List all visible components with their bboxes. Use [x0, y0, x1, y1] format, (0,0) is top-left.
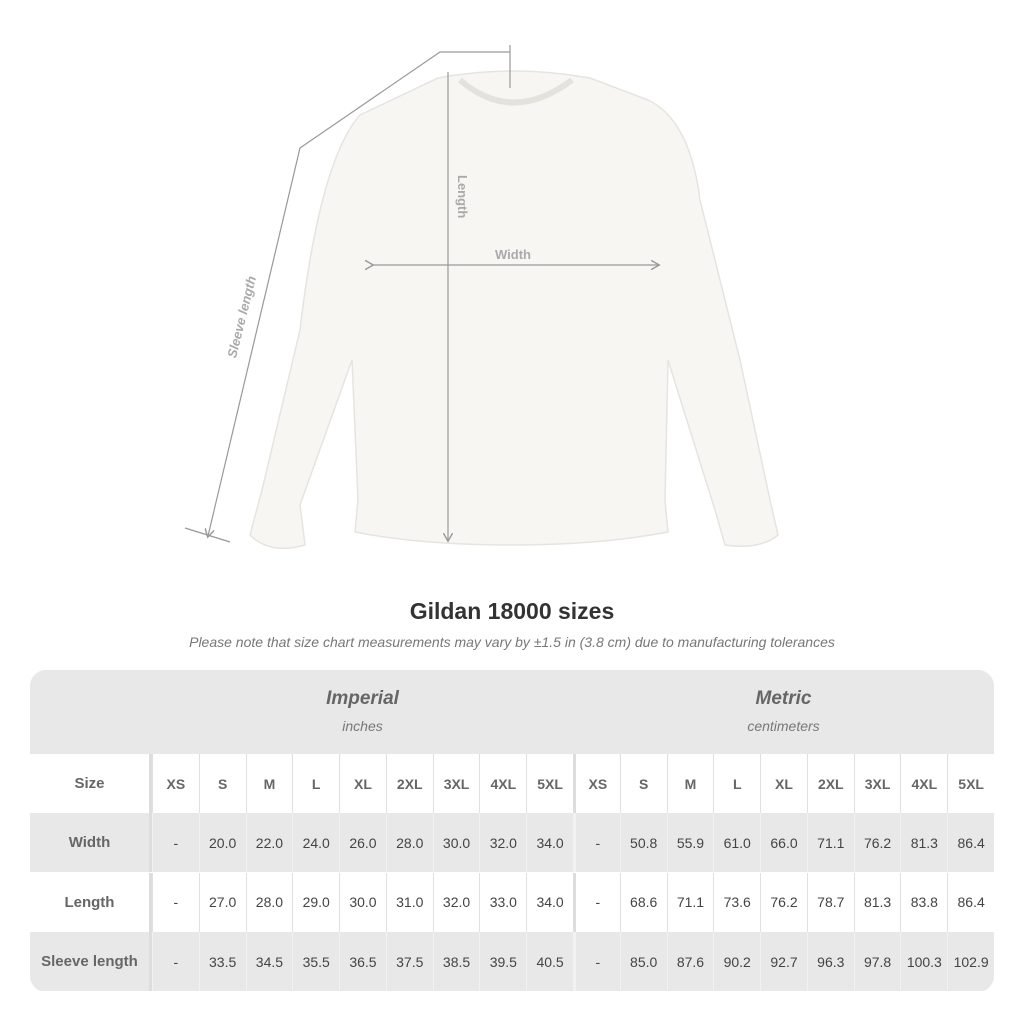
sleeve-length-label: Sleeve length	[224, 274, 259, 359]
sleeve-measure-line	[208, 51, 510, 536]
table-row: Width -20.0 22.0 24.0 26.0 28.0 30.0 32.0 34.0-5…	[30, 813, 994, 872]
imperial-value-cell: 27.0	[198, 872, 246, 932]
imperial-size-header: 4XL	[479, 754, 526, 813]
imperial-value-cell: -	[151, 872, 199, 932]
imperial-value-cell: 30.0	[432, 813, 480, 872]
metric-value-cell: 81.3	[900, 813, 947, 872]
sweatshirt-image	[249, 70, 779, 550]
metric-group: Metric centimeters	[573, 688, 994, 734]
metric-value-cell: 76.2	[853, 813, 901, 872]
imperial-value-cell: 32.0	[479, 813, 526, 872]
metric-value-cell: 102.9	[947, 932, 994, 992]
row-label: Width	[30, 813, 152, 872]
metric-value-cell: -	[572, 872, 620, 932]
metric-size-header: 2XL	[806, 754, 854, 813]
metric-value-cell: 71.1	[806, 813, 854, 872]
width-label: Width	[495, 247, 531, 262]
imperial-value-cell: 20.0	[198, 813, 246, 872]
length-label: Length	[455, 175, 470, 218]
imperial-value-cell: 34.5	[245, 932, 293, 992]
imperial-value-cell: 30.0	[339, 872, 386, 932]
row-label: Sleeve length	[30, 932, 152, 992]
size-header-row: Size XS S M L XL 2XL 3XL 4XL 5XL XS S M L XL 2XL 3XL 4XL 5…	[30, 754, 994, 813]
imperial-value-cell: 40.5	[526, 932, 573, 992]
unit-header-band: Imperial inches Metric centimeters	[30, 670, 994, 754]
metric-value-cell: 81.3	[853, 872, 901, 932]
imperial-value-cell: 33.5	[198, 932, 246, 992]
imperial-value-cell: 34.0	[526, 813, 573, 872]
metric-value-cell: 87.6	[666, 932, 714, 992]
metric-value-cell: 61.0	[713, 813, 760, 872]
metric-value-cell: 86.4	[947, 872, 994, 932]
imperial-value-cell: 29.0	[292, 872, 339, 932]
metric-value-cell: 90.2	[713, 932, 760, 992]
imperial-value-cell: 34.0	[526, 872, 573, 932]
metric-value-cell: 68.6	[619, 872, 667, 932]
size-label: Size	[30, 754, 152, 813]
sweatshirt-diagram: Length Width Sleeve length	[184, 45, 779, 550]
metric-value-cell: 76.2	[760, 872, 807, 932]
imperial-size-header: 2XL	[385, 754, 433, 813]
imperial-value-cell: 37.5	[385, 932, 433, 992]
metric-size-header: 3XL	[853, 754, 901, 813]
imperial-value-cell: 33.0	[479, 872, 526, 932]
table-row: Length -27.0 28.0 29.0 30.0 31.0 32.0 33.0 34.0-…	[30, 872, 994, 932]
imperial-value-cell: 31.0	[385, 872, 433, 932]
metric-value-cell: 71.1	[666, 872, 714, 932]
imperial-heading: Imperial	[326, 688, 399, 709]
imperial-group: Imperial inches	[152, 688, 573, 734]
metric-value-cell: 78.7	[806, 872, 854, 932]
metric-value-cell: -	[572, 813, 620, 872]
metric-size-header: XL	[760, 754, 807, 813]
imperial-value-cell: -	[151, 932, 199, 992]
metric-value-cell: 66.0	[760, 813, 807, 872]
imperial-value-cell: 39.5	[479, 932, 526, 992]
size-table: Imperial inches Metric centimeters Size X…	[30, 670, 994, 992]
imperial-value-cell: 22.0	[245, 813, 293, 872]
imperial-size-header: XS	[151, 754, 199, 813]
metric-value-cell: 55.9	[666, 813, 714, 872]
metric-value-cell: 96.3	[806, 932, 854, 992]
metric-size-header: L	[713, 754, 760, 813]
metric-value-cell: 97.8	[853, 932, 901, 992]
metric-value-cell: 100.3	[900, 932, 947, 992]
imperial-size-header: S	[198, 754, 246, 813]
metric-heading: Metric	[755, 688, 812, 709]
metric-size-header: 4XL	[900, 754, 947, 813]
imperial-size-header: L	[292, 754, 339, 813]
metric-value-cell: 92.7	[760, 932, 807, 992]
metric-value-cell: -	[572, 932, 620, 992]
imperial-value-cell: 24.0	[292, 813, 339, 872]
imperial-size-header: M	[245, 754, 293, 813]
imperial-value-cell: -	[151, 813, 199, 872]
imperial-value-cell: 26.0	[339, 813, 386, 872]
metric-size-header: M	[666, 754, 714, 813]
page-title: Gildan 18000 sizes	[409, 598, 615, 624]
imperial-value-cell: 32.0	[432, 872, 480, 932]
imperial-unit: inches	[342, 718, 383, 734]
imperial-size-header: 3XL	[432, 754, 480, 813]
metric-size-header: 5XL	[947, 754, 994, 813]
metric-value-cell: 83.8	[900, 872, 947, 932]
imperial-value-cell: 28.0	[385, 813, 433, 872]
metric-unit: centimeters	[747, 718, 820, 734]
imperial-size-header: XL	[339, 754, 386, 813]
imperial-value-cell: 35.5	[292, 932, 339, 992]
imperial-value-cell: 36.5	[339, 932, 386, 992]
metric-value-cell: 85.0	[619, 932, 667, 992]
metric-value-cell: 86.4	[947, 813, 994, 872]
row-label: Length	[30, 872, 152, 932]
metric-size-header: S	[619, 754, 667, 813]
metric-value-cell: 73.6	[713, 872, 760, 932]
table-row: Sleeve length -33.5 34.5 35.5 36.5 37.5 38.5 39…	[30, 932, 994, 992]
imperial-value-cell: 38.5	[432, 932, 480, 992]
imperial-value-cell: 28.0	[245, 872, 293, 932]
imperial-size-header: 5XL	[526, 754, 573, 813]
metric-value-cell: 50.8	[619, 813, 667, 872]
tolerance-note: Please note that size chart measurements…	[189, 634, 835, 650]
metric-size-header: XS	[572, 754, 620, 813]
